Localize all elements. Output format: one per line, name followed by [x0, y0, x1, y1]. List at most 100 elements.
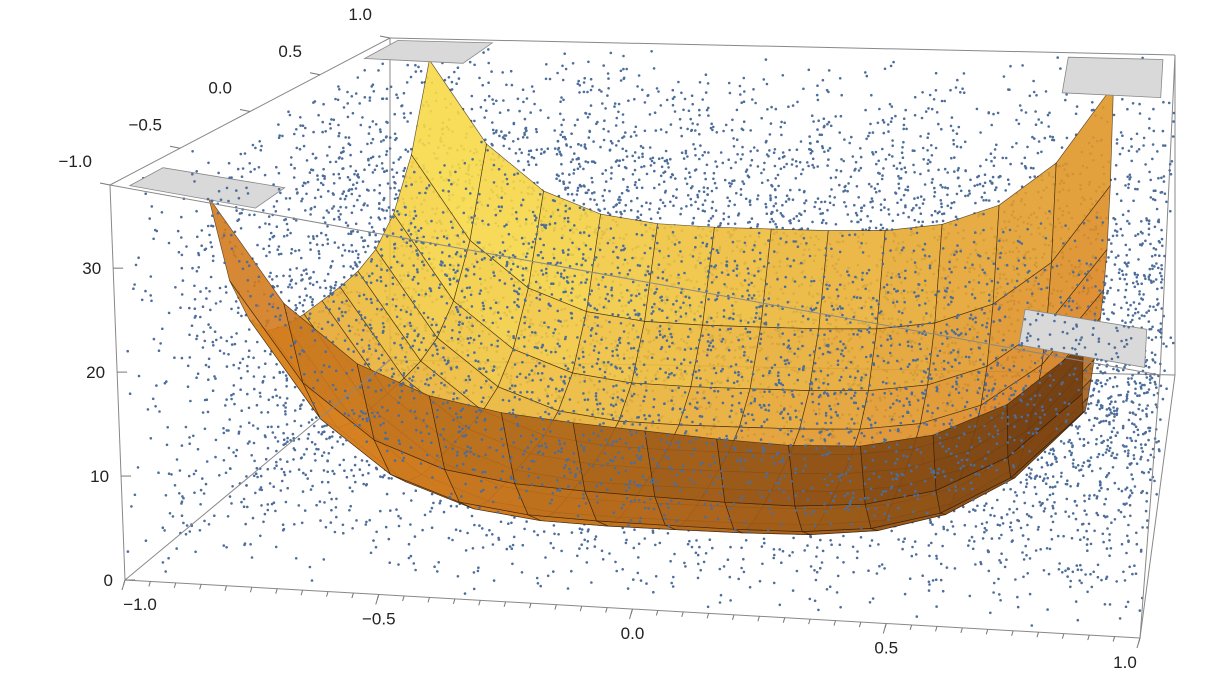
data-point [633, 528, 636, 531]
data-point [1144, 239, 1147, 243]
data-point [815, 555, 818, 558]
data-point [352, 183, 355, 186]
data-point [330, 446, 334, 449]
data-point [1075, 105, 1079, 108]
data-point [1038, 475, 1042, 479]
data-point [561, 78, 565, 82]
data-point [283, 473, 287, 477]
data-point [559, 133, 562, 137]
data-point [406, 120, 409, 123]
data-point [278, 396, 282, 399]
data-point [991, 506, 994, 510]
data-point [354, 92, 358, 95]
data-point [609, 177, 613, 180]
data-point [904, 204, 907, 207]
data-point [706, 605, 710, 609]
data-point [618, 201, 621, 205]
data-point [368, 125, 372, 129]
data-point [275, 363, 278, 366]
data-point [230, 397, 233, 401]
data-point [306, 477, 310, 480]
data-point [963, 523, 967, 527]
data-point [1113, 177, 1117, 181]
data-point [295, 146, 299, 150]
data-point [732, 137, 735, 140]
data-point [1081, 474, 1085, 478]
data-point [985, 198, 988, 202]
data-point [935, 111, 939, 114]
data-point [608, 552, 611, 555]
data-point [361, 116, 364, 119]
data-point [901, 547, 904, 551]
data-point [934, 146, 938, 150]
data-point [548, 77, 552, 81]
data-point [455, 82, 458, 85]
data-point [334, 280, 338, 284]
data-point [921, 146, 925, 150]
data-point [1085, 543, 1089, 546]
data-point [697, 562, 700, 566]
data-point [1048, 547, 1052, 551]
data-point [1105, 408, 1109, 411]
data-point [1121, 273, 1125, 277]
data-point [1082, 443, 1086, 447]
data-point [698, 108, 701, 112]
data-point [186, 364, 190, 368]
data-point [703, 171, 706, 175]
data-point [673, 552, 676, 556]
data-point [356, 174, 359, 177]
data-point [1065, 497, 1069, 501]
data-point [667, 166, 670, 169]
data-point [285, 377, 289, 380]
data-point [620, 191, 624, 195]
data-point [1001, 522, 1005, 525]
data-point [261, 381, 265, 384]
data-point [966, 194, 970, 197]
data-point [894, 114, 897, 118]
data-point [637, 556, 640, 559]
data-point [867, 569, 870, 572]
data-point [534, 127, 538, 131]
data-point [1100, 441, 1103, 445]
data-point [1157, 266, 1160, 270]
data-point [1137, 180, 1141, 183]
data-point [1037, 140, 1041, 143]
data-point [615, 116, 619, 120]
data-point [284, 401, 287, 405]
data-point [741, 128, 745, 132]
data-point [313, 196, 317, 200]
data-point [1107, 238, 1111, 241]
data-point [259, 474, 263, 478]
data-point [756, 197, 759, 201]
data-point [937, 168, 940, 172]
data-point [1049, 528, 1053, 532]
data-point [698, 113, 701, 117]
data-point [306, 437, 310, 440]
data-point [1108, 413, 1111, 417]
data-point [1015, 142, 1018, 145]
data-point [1130, 145, 1133, 148]
data-point [140, 298, 144, 302]
data-point [346, 224, 350, 227]
data-point [542, 530, 546, 533]
data-point [167, 311, 171, 315]
data-point [450, 88, 454, 91]
data-point [1014, 578, 1017, 581]
data-point [1090, 469, 1094, 473]
data-point [522, 168, 526, 172]
data-point [602, 138, 606, 142]
data-point [954, 215, 958, 219]
data-point [1089, 456, 1093, 459]
data-point [459, 529, 462, 533]
data-point [891, 139, 894, 142]
data-point [1142, 391, 1146, 395]
data-point [684, 149, 688, 153]
data-point [368, 222, 371, 225]
data-point [773, 148, 777, 151]
data-point [996, 523, 1000, 527]
data-point [1135, 542, 1139, 546]
data-point [553, 532, 556, 536]
data-point [516, 97, 520, 101]
data-point [928, 518, 932, 522]
data-point [1114, 256, 1118, 259]
